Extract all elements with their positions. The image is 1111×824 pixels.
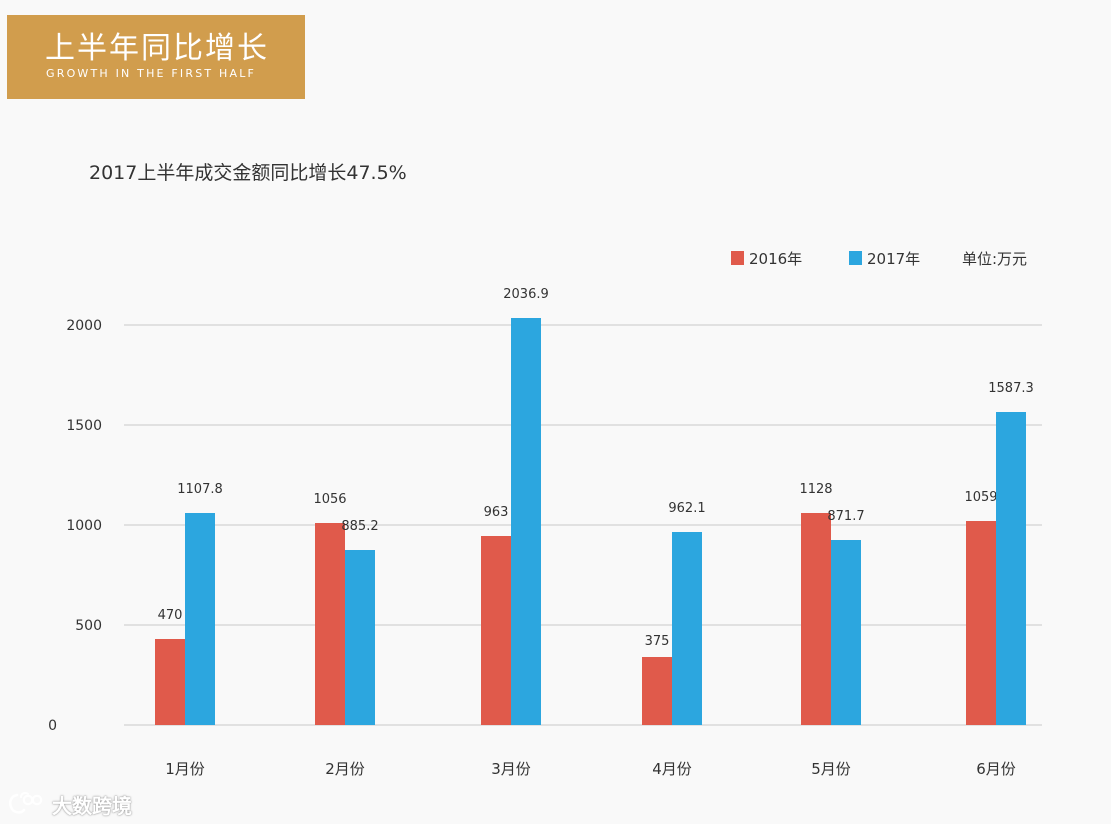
data-label: 1107.8 (177, 482, 223, 497)
bar-2017-5 (831, 540, 861, 725)
y-tick-label: 2000 (66, 318, 102, 334)
y-tick-label: 0 (48, 718, 57, 734)
section-banner: 上半年同比增长 GROWTH IN THE FIRST HALF (7, 15, 305, 99)
x-tick-label: 3月份 (491, 760, 531, 778)
bar-2017-1 (185, 513, 215, 725)
x-tick-label: 2月份 (325, 760, 365, 778)
banner-title: 上半年同比增长 (45, 31, 269, 66)
chart-title: 2017上半年成交金额同比增长47.5% (89, 162, 407, 184)
data-label: 1056 (313, 492, 346, 507)
bar-2016-2 (315, 523, 345, 725)
y-tick-label: 1000 (66, 518, 102, 534)
data-label: 962.1 (668, 501, 705, 516)
data-label: 375 (645, 634, 670, 649)
data-label: 1059 (964, 490, 997, 505)
legend-swatch-2017 (849, 251, 862, 265)
data-label: 1587.3 (988, 381, 1034, 396)
weibo-icon (8, 792, 43, 814)
data-label: 2036.9 (503, 287, 549, 302)
y-tick-label: 500 (75, 618, 102, 634)
banner-subtitle: GROWTH IN THE FIRST HALF (46, 67, 257, 80)
watermark-text: 大数跨境 (52, 793, 132, 818)
y-tick-label: 1500 (66, 418, 102, 434)
bar-2017-3 (511, 318, 541, 725)
bar-2016-4 (642, 657, 672, 725)
watermark: 大数跨境 (8, 790, 132, 818)
bar-2016-5 (801, 513, 831, 725)
data-label: 470 (158, 608, 183, 623)
legend-label: 2017年 (867, 250, 920, 268)
bar-2017-6 (996, 412, 1026, 725)
legend-swatch-2016 (731, 251, 744, 265)
x-tick-label: 4月份 (652, 760, 692, 778)
data-label: 963 (484, 505, 509, 520)
data-label: 885.2 (341, 519, 378, 534)
x-tick-label: 6月份 (976, 760, 1016, 778)
x-tick-label: 5月份 (811, 760, 851, 778)
bar-2016-6 (966, 521, 996, 725)
legend-label: 2016年 (749, 250, 802, 268)
bar-2017-2 (345, 550, 375, 725)
bar-2016-3 (481, 536, 511, 725)
data-label: 1128 (799, 482, 832, 497)
unit-label: 单位:万元 (962, 250, 1027, 268)
bar-2017-4 (672, 532, 702, 725)
x-tick-label: 1月份 (165, 760, 205, 778)
data-label: 871.7 (827, 509, 864, 524)
bar-2016-1 (155, 639, 185, 725)
